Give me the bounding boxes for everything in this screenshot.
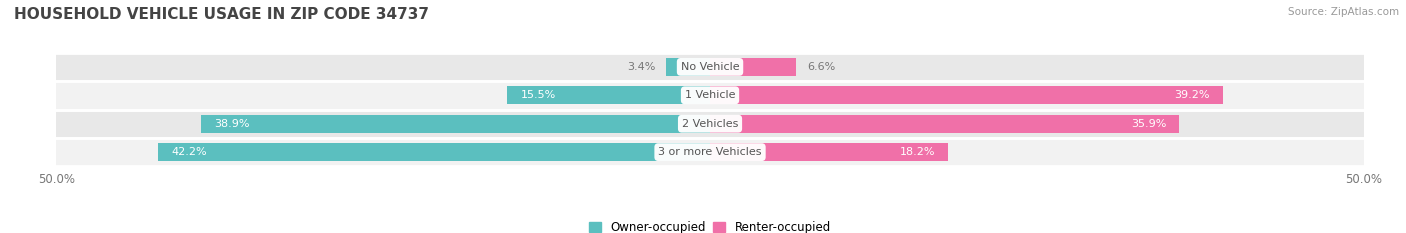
Text: 3.4%: 3.4%: [627, 62, 655, 72]
Text: 15.5%: 15.5%: [520, 90, 555, 100]
Text: 3 or more Vehicles: 3 or more Vehicles: [658, 147, 762, 157]
Bar: [56, 53, 1364, 81]
Bar: [710, 143, 948, 161]
Text: 1 Vehicle: 1 Vehicle: [685, 90, 735, 100]
Text: HOUSEHOLD VEHICLE USAGE IN ZIP CODE 34737: HOUSEHOLD VEHICLE USAGE IN ZIP CODE 3473…: [14, 7, 429, 22]
Bar: [159, 143, 710, 161]
Text: 38.9%: 38.9%: [215, 119, 250, 129]
Text: Source: ZipAtlas.com: Source: ZipAtlas.com: [1288, 7, 1399, 17]
Text: 35.9%: 35.9%: [1130, 119, 1167, 129]
Text: 18.2%: 18.2%: [900, 147, 935, 157]
Bar: [710, 86, 1223, 104]
Text: 6.6%: 6.6%: [807, 62, 835, 72]
Bar: [665, 58, 710, 76]
Legend: Owner-occupied, Renter-occupied: Owner-occupied, Renter-occupied: [589, 221, 831, 233]
Bar: [710, 58, 796, 76]
Text: 39.2%: 39.2%: [1174, 90, 1209, 100]
Bar: [710, 115, 1180, 133]
Bar: [56, 81, 1364, 110]
Text: No Vehicle: No Vehicle: [681, 62, 740, 72]
Text: 42.2%: 42.2%: [172, 147, 207, 157]
Bar: [56, 110, 1364, 138]
Bar: [508, 86, 710, 104]
Text: 2 Vehicles: 2 Vehicles: [682, 119, 738, 129]
Bar: [56, 138, 1364, 166]
Bar: [201, 115, 710, 133]
